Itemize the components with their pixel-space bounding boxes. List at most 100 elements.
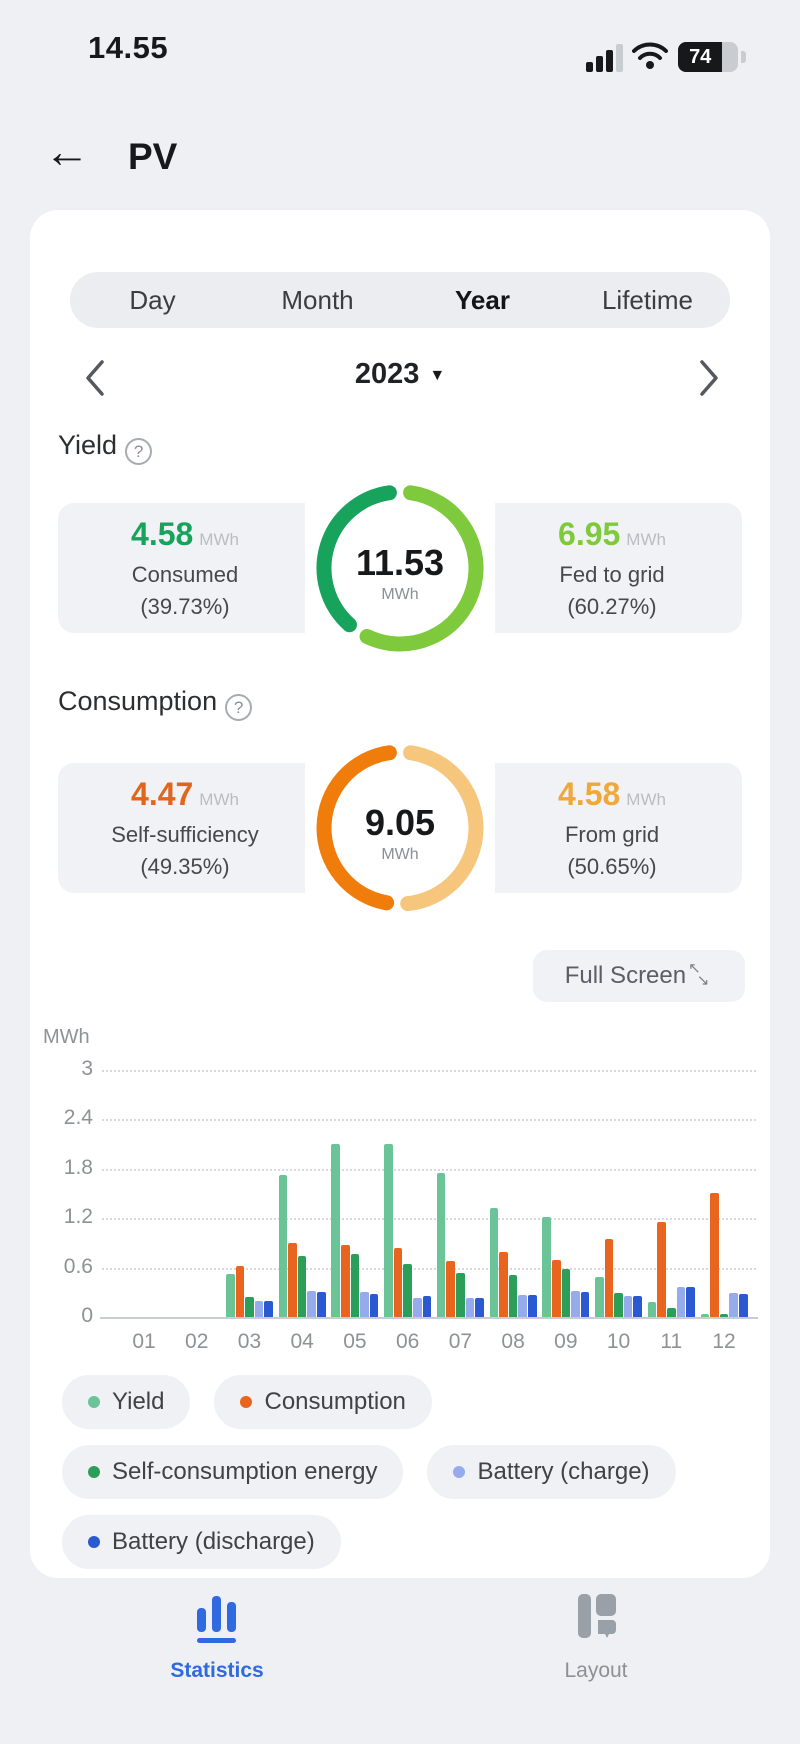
x-tick-12: 12 <box>712 1330 736 1353</box>
y-tick-1.8: 1.8 <box>63 1155 93 1179</box>
bar-05-battery-charge- <box>360 1292 369 1317</box>
yield-donut-segment-0 <box>359 485 484 652</box>
tab-lifetime[interactable]: Lifetime <box>601 284 694 315</box>
yield-donut-segment-1 <box>316 485 397 633</box>
nav-layout-label: Layout <box>564 1659 628 1682</box>
bar-08-yield <box>489 1208 499 1317</box>
x-tick-04: 04 <box>290 1330 314 1353</box>
consumption-total-unit: MWh <box>381 846 419 863</box>
bar-08-self-consumption-energy <box>508 1275 518 1317</box>
bar-12-battery-discharge- <box>738 1293 748 1317</box>
yield-total-unit: MWh <box>381 586 419 603</box>
bar-07-yield <box>436 1172 446 1317</box>
bar-06-yield <box>384 1144 393 1317</box>
bar-05-consumption <box>341 1244 350 1317</box>
legend-battery-charge-[interactable]: Battery (charge) <box>427 1445 676 1499</box>
tab-day[interactable]: Day <box>129 284 176 315</box>
gridline-1.8 <box>102 1168 756 1171</box>
full-screen-button[interactable]: Full Screen ↖↘ <box>533 950 745 1002</box>
y-tick-0.6: 0.6 <box>63 1254 93 1278</box>
yield-fedtogrid-value: 6.95 <box>558 516 621 552</box>
bar-12-yield <box>700 1313 710 1317</box>
tab-month[interactable]: Month <box>281 284 354 315</box>
legend-label: Battery (charge) <box>477 1458 650 1485</box>
battery-icon: 74 <box>678 42 738 72</box>
yield-section-title: Yield <box>58 430 118 460</box>
legend-self-consumption-energy[interactable]: Self-consumption energy <box>62 1445 404 1499</box>
bar-08-battery-discharge- <box>528 1294 537 1317</box>
gridline-2.4 <box>102 1119 756 1122</box>
nav-statistics[interactable]: Statistics <box>107 1588 327 1683</box>
bar-10-battery-discharge- <box>633 1296 643 1317</box>
bar-04-self-consumption-energy <box>297 1256 307 1317</box>
bar-03-yield <box>225 1274 235 1317</box>
x-axis-line <box>100 1317 758 1319</box>
cellular-signal-icon <box>586 44 626 72</box>
bar-09-consumption <box>551 1260 561 1317</box>
legend-battery-discharge-[interactable]: Battery (discharge) <box>62 1515 341 1569</box>
gridline-0.6 <box>102 1267 756 1270</box>
legend-label: Consumption <box>264 1388 406 1415</box>
status-time: 14.55 <box>88 30 169 65</box>
bar-10-yield <box>595 1277 604 1317</box>
consumption-fromgrid-percent: (50.65%) <box>567 854 657 879</box>
consumption-help-icon[interactable]: ? <box>225 694 253 721</box>
battery-nub <box>741 51 746 63</box>
yield-help-icon[interactable]: ? <box>125 438 153 465</box>
yield-donut-chart <box>316 485 484 652</box>
x-tick-11: 11 <box>660 1330 683 1353</box>
bar-04-yield <box>278 1175 288 1317</box>
wifi-icon <box>632 42 668 75</box>
bar-07-consumption <box>446 1261 456 1317</box>
bar-06-self-consumption-energy <box>403 1264 412 1317</box>
gridline-1.2 <box>102 1218 756 1221</box>
nav-layout[interactable]: Layout <box>486 1588 706 1683</box>
x-tick-03: 03 <box>237 1330 262 1353</box>
x-tick-02: 02 <box>185 1330 209 1353</box>
consumption-fromgrid-label: From grid <box>564 822 660 847</box>
chart-unit-label: MWh <box>43 1026 90 1048</box>
consumption-selfsufficiency-percent: (49.35%) <box>140 854 230 879</box>
back-arrow-icon[interactable]: ← <box>44 125 90 177</box>
legend-yield[interactable]: Yield <box>62 1375 191 1429</box>
bar-07-battery-charge- <box>465 1298 475 1317</box>
bar-10-consumption <box>604 1238 614 1317</box>
bar-05-yield <box>331 1144 340 1317</box>
legend-dot-icon <box>88 1466 100 1478</box>
yield-fedtogrid-unit: MWh <box>626 530 666 549</box>
consumption-selfsufficiency-value: 4.47 <box>131 776 194 812</box>
consumption-fromgrid-unit: MWh <box>626 790 666 809</box>
gridline-3 <box>102 1070 756 1073</box>
dropdown-caret-icon: ▼ <box>429 367 446 384</box>
legend-dot-icon <box>88 1396 100 1408</box>
x-tick-05: 05 <box>343 1330 367 1353</box>
consumption-selfsufficiency-unit: MWh <box>199 790 239 809</box>
y-tick-1.2: 1.2 <box>63 1205 93 1229</box>
bar-04-consumption <box>288 1242 297 1317</box>
y-tick-3: 3 <box>81 1057 93 1081</box>
bar-10-self-consumption-energy <box>614 1293 623 1317</box>
bar-11-battery-discharge- <box>686 1286 695 1317</box>
prev-period-chevron[interactable] <box>78 356 112 400</box>
consumption-donut-segment-0 <box>400 745 484 912</box>
next-period-chevron[interactable] <box>692 356 726 400</box>
bar-10-battery-charge- <box>623 1296 633 1317</box>
bar-09-yield <box>542 1217 551 1317</box>
yield-consumed-unit: MWh <box>199 530 239 549</box>
statistics-icon <box>191 1588 243 1644</box>
bar-03-battery-discharge- <box>264 1300 273 1317</box>
bar-11-self-consumption-energy <box>667 1307 676 1317</box>
x-tick-10: 10 <box>606 1330 631 1353</box>
bar-09-battery-discharge- <box>580 1292 590 1317</box>
bar-11-yield <box>647 1302 657 1317</box>
yield-consumed-percent: (39.73%) <box>140 594 230 619</box>
legend-consumption[interactable]: Consumption <box>214 1375 432 1429</box>
tab-year[interactable]: Year <box>455 284 510 315</box>
x-tick-01: 01 <box>132 1330 156 1353</box>
page-title: PV <box>128 136 178 177</box>
year-selector[interactable]: 2023 ▼ <box>300 358 500 391</box>
bar-07-self-consumption-energy <box>456 1273 465 1317</box>
bar-09-battery-charge- <box>571 1291 580 1317</box>
legend-label: Yield <box>112 1388 165 1415</box>
